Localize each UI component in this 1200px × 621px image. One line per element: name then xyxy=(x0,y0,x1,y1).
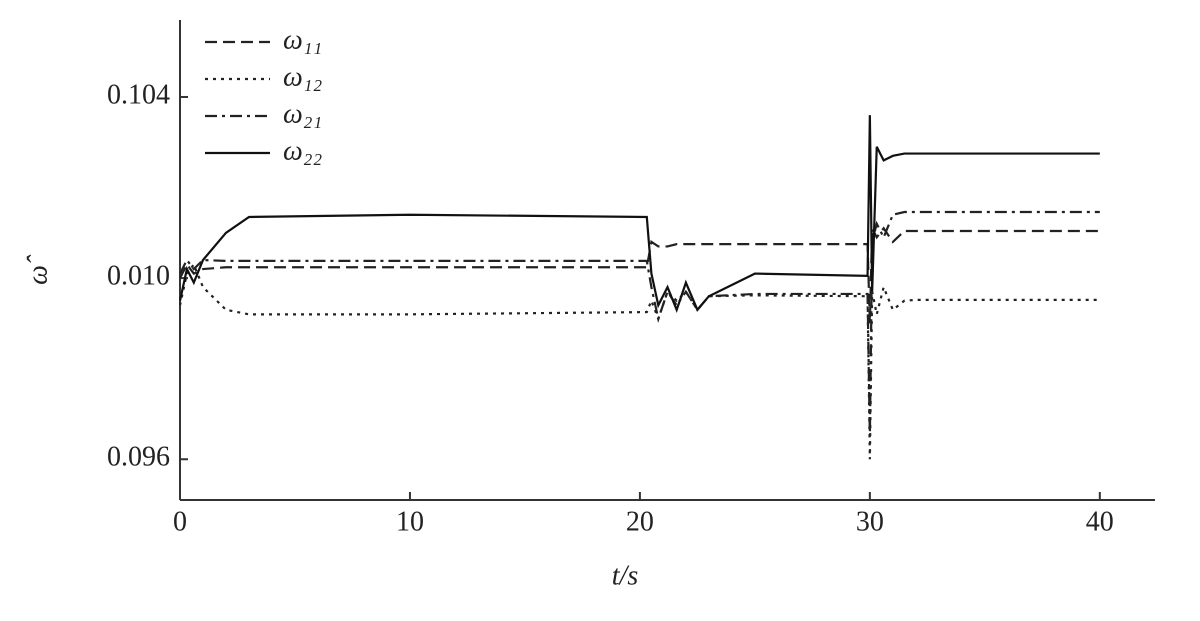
legend-label: ω₂₂ xyxy=(283,135,323,166)
x-tick-label: 20 xyxy=(626,506,654,537)
y-tick-label: 0.096 xyxy=(107,442,170,473)
series-line xyxy=(178,262,1100,460)
x-tick-label: 10 xyxy=(396,506,424,537)
x-axis-label: t/s xyxy=(612,560,639,591)
legend-label: ω₁₂ xyxy=(283,61,323,92)
x-tick-label: 30 xyxy=(856,506,884,537)
series-line xyxy=(179,210,1100,437)
series-line xyxy=(179,226,1100,324)
series-line xyxy=(178,115,1100,313)
y-tick-label: 0.010 xyxy=(107,261,170,292)
y-axis-label: ω̂ xyxy=(22,254,53,285)
x-tick-label: 0 xyxy=(173,506,187,537)
legend-label: ω₂₁ xyxy=(283,98,322,129)
legend-label: ω₁₁ xyxy=(283,24,322,55)
x-tick-label: 40 xyxy=(1086,506,1114,537)
y-tick-label: 0.104 xyxy=(107,79,170,110)
